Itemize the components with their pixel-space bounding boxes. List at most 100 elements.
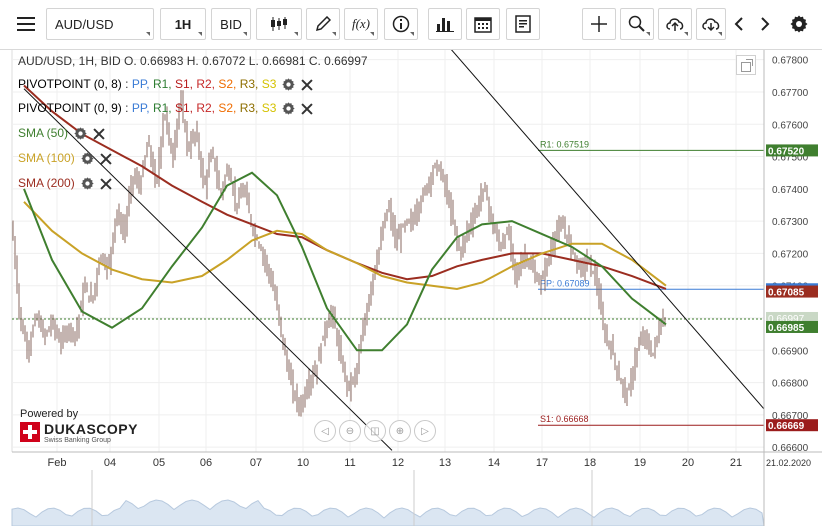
info-button[interactable]: [384, 8, 418, 40]
time-tick-label: 10: [297, 457, 309, 469]
legend-row[interactable]: PIVOTPOINT (0, 9) : PP, R1, S1, R2, S2, …: [18, 101, 313, 115]
legend-row[interactable]: SMA (50): [18, 126, 105, 140]
time-tick-label: 11: [344, 457, 355, 469]
pivot-badge-s1: [766, 419, 818, 432]
current-price-badge: [766, 320, 818, 333]
dukascopy-logo[interactable]: DUKASCOPY Swiss Banking Group: [20, 421, 137, 447]
legend-level: R2,: [196, 101, 219, 115]
nav-back-button[interactable]: ◁: [314, 420, 336, 442]
price-tick-label: 0.67400: [772, 185, 809, 196]
volume-button[interactable]: [428, 8, 462, 40]
scroll-left-button[interactable]: [728, 8, 750, 40]
timeframe-selector[interactable]: 1H: [160, 8, 206, 40]
ohlc-header: AUD/USD, 1H, BID O. 0.66983 H. 0.67072 L…: [18, 54, 368, 68]
time-tick-label: Feb: [48, 457, 67, 469]
chart-type-button[interactable]: [256, 8, 302, 40]
news-button[interactable]: [506, 8, 540, 40]
gear-icon[interactable]: [282, 78, 296, 91]
price-tick-label: 0.66900: [772, 346, 809, 357]
time-axis[interactable]: Feb 04 05 06 07 10 11 12 13 14 17 18 19 20 21 21.02.202…: [12, 451, 822, 469]
bar-chart-icon: [436, 18, 454, 32]
crosshair-button[interactable]: [582, 8, 616, 40]
price-chart[interactable]: R1: 0.67519 PP: 0.67089 S1: 0.66668 0.6780…: [0, 50, 822, 526]
legend-row[interactable]: SMA (100): [18, 151, 112, 165]
legend-level: PP,: [131, 77, 153, 91]
nav-zoom-out-button[interactable]: ⊖: [339, 420, 361, 442]
legend-row[interactable]: PIVOTPOINT (0, 8) : PP, R1, S1, R2, S2, …: [18, 77, 313, 91]
upload-button[interactable]: [658, 8, 692, 40]
price-tick-label: 0.67500: [772, 153, 809, 164]
legend-separator: :: [121, 77, 132, 91]
price-tick-label: 0.67800: [772, 56, 809, 67]
cloud-download-icon: [702, 18, 720, 32]
time-tick-label: 20: [682, 457, 694, 469]
time-tick-label: 05: [153, 457, 165, 469]
legend-level: S1,: [174, 77, 197, 91]
pencil-icon: [315, 16, 331, 32]
close-icon[interactable]: [100, 153, 112, 165]
time-tick-label: 04: [104, 457, 116, 469]
legend-label: PIVOTPOINT (0, 8): [18, 77, 122, 91]
settings-button[interactable]: [784, 8, 814, 40]
popout-button[interactable]: [736, 55, 756, 75]
download-button[interactable]: [696, 8, 726, 40]
legend-level: S3: [261, 101, 277, 115]
logo-name: DUKASCOPY: [44, 421, 138, 437]
legend-row[interactable]: SMA (200): [18, 176, 112, 190]
time-tick-label: 18: [584, 457, 596, 469]
sma-badge-text: 0.67085: [768, 288, 805, 299]
swiss-cross-icon: [20, 422, 40, 442]
pivot-badge-r1: [766, 144, 818, 157]
close-icon[interactable]: [93, 128, 105, 140]
legend-level: PP,: [131, 101, 153, 115]
pivot-levels: R1: 0.67519 PP: 0.67089 S1: 0.66668: [12, 139, 764, 426]
trendline: [451, 50, 773, 419]
moving-averages: [23, 84, 667, 352]
legend-level: R2,: [196, 77, 219, 91]
gear-icon[interactable]: [81, 152, 94, 165]
fx-icon: f(x): [351, 16, 371, 31]
chart-navigation: ◁ ⊖ ◫ ⊕ ▷: [314, 420, 436, 444]
indicators-button[interactable]: f(x): [344, 8, 378, 40]
nav-forward-button[interactable]: ▷: [414, 420, 436, 442]
gear-icon[interactable]: [74, 127, 87, 140]
close-icon[interactable]: [100, 178, 112, 190]
gear-icon[interactable]: [81, 177, 94, 190]
toolbar: AUD/USD 1H BID f(x): [0, 0, 822, 50]
nav-zoom-in-button[interactable]: ⊕: [389, 420, 411, 442]
time-tick-label: 19: [634, 457, 646, 469]
time-tick-label: 07: [250, 457, 262, 469]
powered-by: Powered by: [20, 408, 79, 420]
legend-level: R1,: [152, 77, 175, 91]
crosshair-icon: [591, 16, 607, 32]
time-tick-label: 13: [439, 457, 451, 469]
symbol-selector[interactable]: AUD/USD: [46, 8, 154, 40]
close-icon[interactable]: [301, 103, 313, 115]
scroll-right-button[interactable]: [754, 8, 776, 40]
calendar-button[interactable]: [466, 8, 500, 40]
legend-separator: :: [121, 101, 132, 115]
calendar-icon: [474, 17, 492, 33]
nav-reset-button[interactable]: ◫: [364, 420, 386, 442]
legend-label: SMA (100): [18, 151, 75, 165]
pivot-label-pp: PP: 0.67089: [540, 278, 590, 288]
legend-level: S2,: [218, 101, 240, 115]
time-tick-label: 12: [392, 457, 404, 469]
gear-icon[interactable]: [282, 102, 296, 115]
document-icon: [515, 15, 531, 33]
pivot-label-r1: R1: 0.67519: [540, 139, 589, 149]
price-side-selector[interactable]: BID: [211, 8, 251, 40]
drawing-tools-button[interactable]: [306, 8, 340, 40]
close-icon[interactable]: [301, 79, 313, 91]
price-axis[interactable]: 0.67800 0.67700 0.67600 0.67500 0.67400 0.673…: [763, 50, 822, 526]
time-tick-label: 17: [536, 457, 548, 469]
gear-icon: [790, 15, 808, 33]
legend-level: R3,: [239, 77, 262, 91]
volume-navigator: [11, 499, 765, 526]
timeframe-label: 1H: [174, 16, 192, 32]
legend-level: S3: [261, 77, 277, 91]
legend-level: R1,: [152, 101, 175, 115]
menu-button[interactable]: [8, 8, 44, 40]
zoom-button[interactable]: [620, 8, 654, 40]
price-tick-label: 0.67600: [772, 120, 809, 131]
